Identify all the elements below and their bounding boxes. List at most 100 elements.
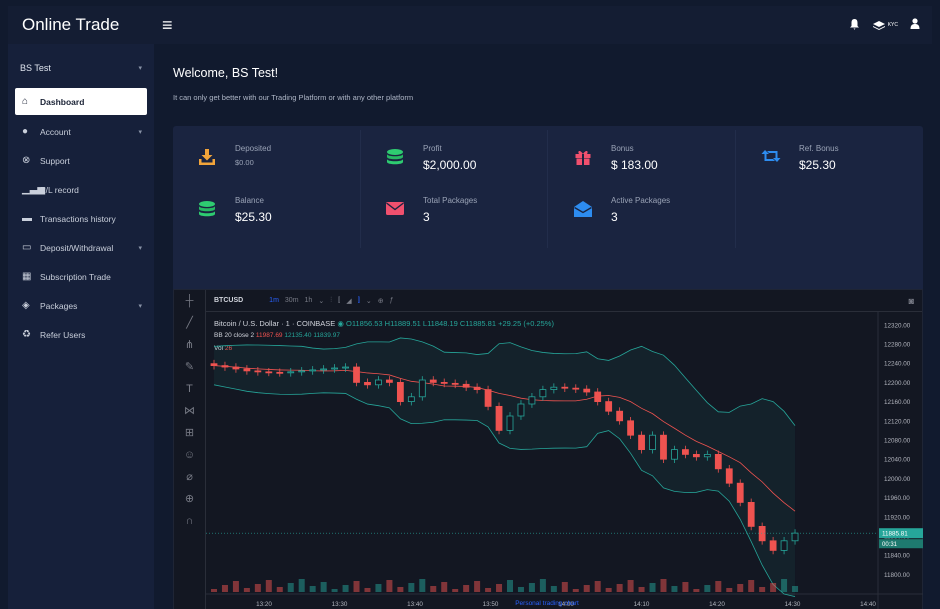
- price-chart[interactable]: 12320.00 12280.00 12240.00 12200.00 12160.00…: [206, 312, 923, 609]
- camera-icon[interactable]: ◙: [908, 295, 914, 306]
- emoji-icon[interactable]: ☺: [183, 449, 196, 461]
- price-tick-label: 12080.00: [884, 438, 911, 445]
- sidebar-item-packages[interactable]: ◈ Packages ▾: [8, 291, 154, 320]
- ruler-icon[interactable]: ⌀: [186, 471, 193, 483]
- volume-bar: [737, 584, 744, 592]
- home-icon: ⌂: [22, 96, 29, 107]
- recycle-icon: ♻: [22, 329, 31, 340]
- forecast-icon[interactable]: ⊞: [184, 427, 195, 439]
- volume-bar: [528, 583, 535, 592]
- compare-icon[interactable]: ⫿: [357, 296, 360, 304]
- sidebar-item-pl-record[interactable]: ▁▃▅ P/L record: [8, 175, 154, 204]
- volume-bar: [539, 579, 546, 592]
- candle-body: [692, 453, 700, 458]
- volume-bar: [265, 580, 272, 592]
- bell-icon[interactable]: [849, 18, 860, 33]
- add-icon[interactable]: ⊕: [377, 297, 384, 305]
- chevron-down-icon: ▾: [138, 302, 142, 310]
- drawing-toolbar: ┼ ╱ ⋔ ✎ T ⋈ ⊞ ☺ ⌀ ⊕ ∩: [174, 290, 206, 609]
- candles-icon[interactable]: ⫿: [337, 296, 341, 304]
- bb-legend: BB 20 close 2 11987.69 12135.40 11839.97: [214, 332, 340, 339]
- bar-style-icon[interactable]: ⫶: [330, 296, 332, 304]
- volume-bar: [616, 584, 623, 592]
- sidebar-item-account[interactable]: ● Account ▾: [8, 117, 154, 146]
- sidebar-item-dashboard[interactable]: ⌂ Dashboard: [15, 88, 147, 115]
- hamburger-icon[interactable]: ≡: [162, 14, 173, 35]
- indicators-icon[interactable]: ƒ: [389, 297, 394, 304]
- trendline-icon[interactable]: ╱: [186, 317, 193, 329]
- magnet-icon[interactable]: ∩: [185, 515, 194, 527]
- sidebar-item-label: P/L record: [40, 184, 79, 195]
- volume-bar: [792, 586, 799, 592]
- vol-value: 26: [225, 345, 232, 352]
- stat-label: Active Packages: [611, 196, 671, 205]
- sidebar-item-transactions-history[interactable]: ▬ Transactions history: [8, 204, 154, 233]
- candle-body: [462, 383, 470, 388]
- candle-body: [605, 401, 613, 412]
- sidebar-item-subscription-trade[interactable]: ▦ Subscription Trade: [8, 262, 154, 291]
- stat-ref-bonus: Ref. Bonus $25.30: [743, 142, 929, 194]
- candle-body: [736, 482, 744, 503]
- time-tick-label: 14:20: [709, 601, 725, 608]
- app-title[interactable]: Online Trade: [22, 15, 120, 34]
- user-name: BS Test: [20, 63, 51, 73]
- stat-label: Ref. Bonus: [799, 144, 839, 153]
- countdown-label: 00:31: [882, 542, 898, 548]
- volume-bar: [627, 580, 634, 592]
- volume-bar: [715, 581, 722, 592]
- envelope-open-icon: [555, 194, 611, 224]
- chevron-down-icon[interactable]: ⌄: [365, 297, 372, 305]
- pitchfork-icon[interactable]: ⋔: [184, 339, 195, 351]
- user-icon[interactable]: [910, 18, 920, 32]
- volume-bar: [726, 588, 733, 592]
- trading-chart[interactable]: ┼ ╱ ⋔ ✎ T ⋈ ⊞ ☺ ⌀ ⊕ ∩ BTCUSD 1m 30m 1h ⌄…: [173, 289, 923, 609]
- sidebar: BS Test ▾ ⌂ Dashboard ● Account ▾ ⊗ Supp…: [8, 44, 154, 609]
- chevron-down-icon: ▾: [138, 244, 142, 252]
- sidebar-item-refer-users[interactable]: ♻ Refer Users: [8, 320, 154, 349]
- zoom-in-icon[interactable]: ⊕: [184, 493, 195, 505]
- candle-body: [660, 434, 667, 460]
- volume-bar: [550, 586, 557, 592]
- candle-body: [495, 406, 503, 431]
- timeframe-1h[interactable]: 1h: [304, 297, 313, 304]
- divider: [360, 130, 361, 248]
- volume-bar: [759, 587, 766, 592]
- last-price-label: 11885.81: [882, 531, 908, 538]
- stat-value: 3: [423, 210, 430, 224]
- pattern-icon[interactable]: ⋈: [184, 405, 195, 417]
- volume-bar: [375, 584, 382, 592]
- symbol-select[interactable]: BTCUSD: [214, 297, 244, 304]
- volume-bar: [748, 580, 755, 592]
- sidebar-item-label: Account: [40, 126, 71, 137]
- chart-caption[interactable]: Personal trading chart: [515, 600, 579, 607]
- crosshair-icon[interactable]: ┼: [185, 295, 194, 307]
- candle-body: [583, 388, 591, 393]
- last-price-badge: [879, 528, 923, 539]
- volume-bar: [243, 588, 250, 592]
- time-tick-label: 14:10: [634, 601, 650, 608]
- timeframe-1m[interactable]: 1m: [269, 297, 279, 304]
- coins-icon: [179, 194, 235, 224]
- sidebar-item-deposit-withdrawal[interactable]: ▭ Deposit/Withdrawal ▾: [8, 233, 154, 262]
- kyc-icon[interactable]: KYC: [872, 20, 898, 31]
- time-tick-label: 13:20: [256, 601, 272, 608]
- brush-icon[interactable]: ✎: [184, 361, 195, 373]
- chevron-down-icon[interactable]: ⌄: [318, 297, 325, 305]
- stat-value: $2,000.00: [423, 158, 477, 172]
- candle-body: [221, 365, 229, 368]
- price-tick-label: 12280.00: [884, 342, 911, 349]
- candle-body: [517, 403, 525, 417]
- sidebar-item-support[interactable]: ⊗ Support: [8, 146, 154, 175]
- bollinger-upper-line: [213, 337, 796, 426]
- price-tick-label: 11960.00: [884, 495, 910, 502]
- price-tick-label: 12240.00: [884, 361, 911, 368]
- candle-body: [561, 386, 569, 389]
- volume-bar: [287, 583, 294, 592]
- text-tool-icon[interactable]: T: [186, 383, 193, 395]
- timeframe-30m[interactable]: 30m: [284, 297, 299, 304]
- sidebar-item-label: Subscription Trade: [40, 271, 111, 282]
- area-icon[interactable]: ◢: [346, 297, 352, 305]
- user-selector[interactable]: BS Test ▾: [8, 44, 154, 78]
- instrument-label: Bitcoin / U.S. Dollar · 1 · COINBASE: [214, 319, 336, 328]
- volume-bar: [320, 582, 327, 592]
